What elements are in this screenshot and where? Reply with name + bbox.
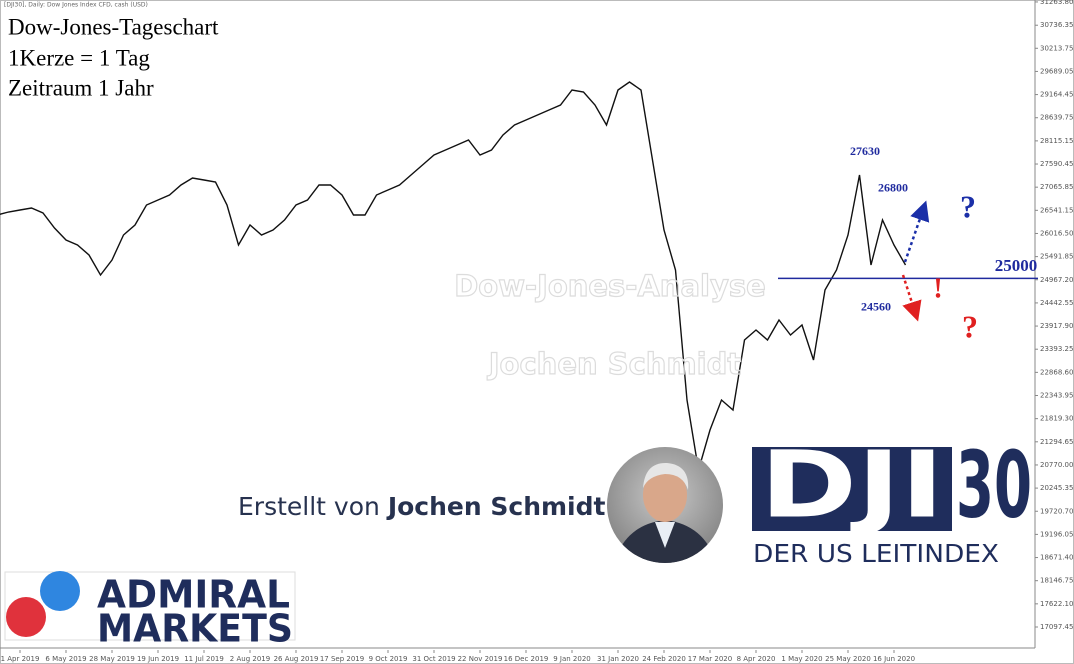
sign: ? [960, 188, 976, 224]
x-tick-label: 28 May 2019 [89, 655, 135, 663]
x-tick-label: 1 Apr 2019 [1, 655, 40, 663]
chart-subtitle: Zeitraum 1 Jahr [8, 75, 154, 100]
x-tick-label: 16 Dec 2019 [504, 655, 549, 663]
x-tick-label: 19 Jun 2019 [137, 655, 179, 663]
watermark: Jochen Schmidt [487, 347, 742, 381]
y-tick-label: 26016.50 [1040, 229, 1073, 237]
chart-subtitle: 1Kerze = 1 Tag [8, 45, 150, 70]
credit-name: Jochen Schmidt [386, 492, 606, 521]
y-tick-label: 17097.45 [1040, 623, 1073, 631]
y-tick-label: 23393.25 [1040, 345, 1073, 353]
x-tick-label: 2 Aug 2019 [230, 655, 270, 663]
y-tick-label: 22868.60 [1040, 368, 1073, 376]
x-tick-label: 17 Mar 2020 [688, 655, 732, 663]
y-tick-label: 21819.30 [1040, 415, 1073, 423]
arrow-down [901, 274, 922, 322]
chart-header: [DJI30], Daily: Dow Jones Index CFD, cas… [4, 2, 148, 9]
dji-logo-box [752, 447, 952, 531]
y-tick-label: 28115.15 [1040, 137, 1073, 145]
credit-prefix: Erstellt von [238, 492, 380, 521]
y-tick-label: 20770.00 [1040, 461, 1073, 469]
x-tick-label: 6 May 2019 [45, 655, 86, 663]
x-tick-label: 9 Oct 2019 [369, 655, 408, 663]
x-tick-label: 17 Sep 2019 [320, 655, 364, 663]
y-tick-label: 18671.40 [1040, 554, 1073, 562]
credit: Erstellt von Jochen Schmidt [238, 492, 606, 521]
admiral-logo: ADMIRAL [97, 573, 290, 617]
y-tick-label: 26541.15 [1040, 206, 1073, 214]
x-tick-label: 31 Jan 2020 [597, 655, 639, 663]
x-tick-label: 24 Feb 2020 [642, 655, 686, 663]
dji-logo: DJI [760, 431, 944, 538]
y-tick-label: 30736.35 [1040, 21, 1073, 29]
watermark: Dow-Jones-Analyse [454, 269, 766, 303]
dji-tagline: DER US LEITINDEX [753, 539, 999, 568]
x-tick-label: 1 May 2020 [781, 655, 822, 663]
x-tick-label: 31 Oct 2019 [412, 655, 455, 663]
logo-dot [40, 571, 80, 611]
y-tick-label: 19196.05 [1040, 530, 1073, 538]
peak-label: 26800 [878, 181, 908, 195]
y-tick-label: 24967.20 [1040, 276, 1073, 284]
sign: ? [962, 308, 978, 344]
y-tick-label: 19720.70 [1040, 507, 1073, 515]
y-tick-label: 22343.95 [1040, 392, 1073, 400]
dji-logo-number: 30 [956, 431, 1032, 538]
x-tick-label: 26 Aug 2019 [274, 655, 319, 663]
y-tick-label: 17622.10 [1040, 600, 1073, 608]
admiral-logo: MARKETS [97, 607, 293, 651]
y-tick-label: 27065.85 [1040, 183, 1073, 191]
price-line [0, 81, 907, 471]
x-tick-label: 22 Nov 2019 [458, 655, 503, 663]
peak-label: 24560 [861, 299, 891, 313]
peak-label: 27630 [850, 144, 880, 158]
x-tick-label: 8 Apr 2020 [737, 655, 776, 663]
y-tick-label: 20245.35 [1040, 484, 1073, 492]
chart-title: Dow-Jones-Tageschart [8, 14, 219, 39]
y-tick-label: 23917.90 [1040, 322, 1073, 330]
y-tick-label: 21294.65 [1040, 438, 1073, 446]
y-tick-label: 27590.45 [1040, 160, 1073, 168]
y-tick-label: 25491.85 [1040, 253, 1073, 261]
logo-dot [6, 597, 46, 637]
y-tick-label: 31263.80 [1040, 0, 1073, 6]
y-tick-label: 24442.55 [1040, 299, 1073, 307]
sign: ! [933, 273, 942, 304]
y-tick-label: 29689.05 [1040, 67, 1073, 75]
y-tick-label: 28639.75 [1040, 114, 1073, 122]
y-tick-label: 29164.45 [1040, 91, 1073, 99]
x-tick-label: 25 May 2020 [825, 655, 871, 663]
y-tick-label: 18146.75 [1040, 577, 1073, 585]
x-tick-label: 16 Jun 2020 [873, 655, 915, 663]
x-tick-label: 11 Jul 2019 [184, 655, 224, 663]
level-label: 25000 [995, 256, 1038, 275]
x-tick-label: 9 Jan 2020 [553, 655, 591, 663]
y-tick-label: 30213.75 [1040, 44, 1073, 52]
